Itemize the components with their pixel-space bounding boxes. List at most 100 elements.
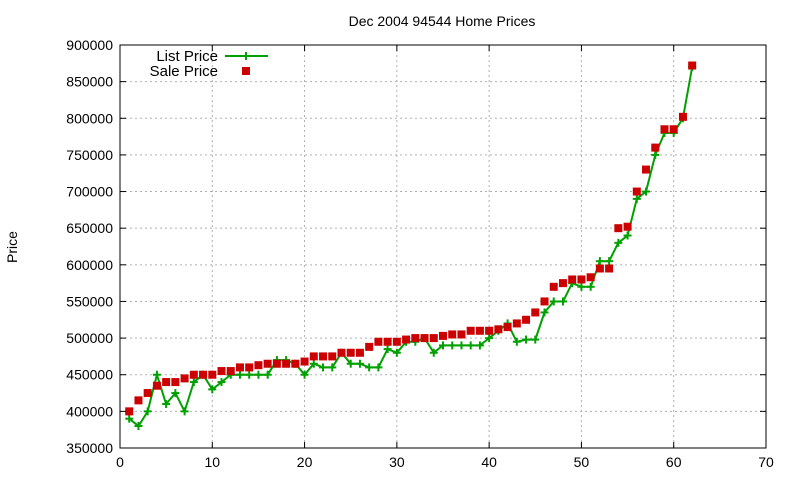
list-price-point <box>614 238 623 247</box>
sale-price-point <box>282 359 291 368</box>
series-layer <box>125 61 697 431</box>
sale-price-point <box>475 326 484 335</box>
list-price-point <box>365 363 374 372</box>
sale-price-point <box>595 264 604 273</box>
sale-price-point <box>402 335 411 344</box>
sale-price-point <box>522 315 531 324</box>
list-price-point <box>485 334 494 343</box>
sale-price-point <box>531 308 540 317</box>
list-price-point <box>512 337 521 346</box>
sale-price-point <box>125 407 134 416</box>
sale-price-point <box>235 363 244 372</box>
sale-price-point <box>540 297 549 306</box>
list-price-point <box>586 282 595 291</box>
list-price-point <box>217 378 226 387</box>
ticks: 0 10 20 30 40 50 60 70 350000 400000 450000 500000 5… <box>66 37 774 470</box>
sale-price-point <box>512 319 521 328</box>
x-tick-label: 70 <box>758 454 774 470</box>
legend-marker-sale-price <box>242 67 250 75</box>
list-price-point <box>235 370 244 379</box>
x-tick-label: 10 <box>204 454 220 470</box>
y-tick-label: 800000 <box>66 110 113 126</box>
list-price-point <box>522 335 531 344</box>
legend-label-list-price: List Price <box>156 48 218 65</box>
list-price-point <box>392 348 401 357</box>
sale-price-point <box>245 363 254 372</box>
sale-price-point <box>485 326 494 335</box>
grid <box>120 45 766 448</box>
x-tick-label: 0 <box>116 454 124 470</box>
sale-price-point <box>660 125 669 134</box>
plot-frame <box>119 44 767 449</box>
list-price-point <box>466 341 475 350</box>
list-price-point <box>475 341 484 350</box>
list-price-point <box>383 345 392 354</box>
sale-price-point <box>614 224 623 233</box>
sale-price-point <box>291 359 300 368</box>
sale-price-point <box>605 264 614 273</box>
sale-price-point <box>577 275 586 284</box>
x-tick-label: 30 <box>389 454 405 470</box>
list-price-point <box>208 385 217 394</box>
sale-price-point <box>494 325 503 334</box>
list-price-point <box>457 341 466 350</box>
sale-price-point <box>162 378 171 387</box>
sale-price-point <box>300 357 309 366</box>
sale-price-point <box>420 334 429 343</box>
list-price-point <box>577 282 586 291</box>
sale-price-point <box>180 374 189 383</box>
list-price-point <box>531 335 540 344</box>
sale-price-point <box>383 337 392 346</box>
y-axis-label: Price <box>4 231 20 263</box>
sale-price-point <box>171 378 180 387</box>
legend-label-sale-price: Sale Price <box>150 63 218 80</box>
list-price-point <box>448 341 457 350</box>
sale-price-point <box>374 337 383 346</box>
sale-price-point <box>337 348 346 357</box>
list-price-point <box>549 297 558 306</box>
sale-price-point <box>189 370 198 379</box>
sale-price-point <box>152 381 161 390</box>
list-price-point <box>605 257 614 266</box>
list-price-point <box>540 308 549 317</box>
sale-price-point <box>392 337 401 346</box>
x-tick-label: 20 <box>297 454 313 470</box>
sale-price-point <box>217 367 226 376</box>
sale-price-point <box>263 359 272 368</box>
list-price-point <box>180 407 189 416</box>
list-price-point <box>189 378 198 387</box>
list-price-point <box>245 370 254 379</box>
list-price-point <box>623 231 632 240</box>
sale-price-point <box>143 389 152 398</box>
sale-price-point <box>642 165 651 174</box>
y-tick-label: 550000 <box>66 293 113 309</box>
legend-marker-list-price <box>242 52 250 60</box>
list-price-point <box>309 359 318 368</box>
sale-price-point <box>632 187 641 196</box>
sale-price-point <box>272 359 281 368</box>
sale-price-point <box>254 361 263 370</box>
list-price-point <box>300 370 309 379</box>
sale-price-point <box>328 352 337 361</box>
x-tick-label: 40 <box>481 454 497 470</box>
y-tick-label: 400000 <box>66 403 113 419</box>
list-price-point <box>558 297 567 306</box>
x-tick-label: 50 <box>574 454 590 470</box>
sale-price-point <box>319 352 328 361</box>
y-tick-label: 500000 <box>66 330 113 346</box>
y-tick-label: 900000 <box>66 37 113 53</box>
sale-price-point <box>678 112 687 121</box>
list-price-point <box>346 359 355 368</box>
sale-price-point <box>365 342 374 351</box>
y-tick-label: 700000 <box>66 184 113 200</box>
sale-price-point <box>226 367 235 376</box>
sale-price-point <box>208 370 217 379</box>
sale-price-point <box>134 396 143 405</box>
list-price-point <box>355 359 364 368</box>
sale-price-point <box>429 334 438 343</box>
y-tick-label: 650000 <box>66 220 113 236</box>
list-price-point <box>632 194 641 203</box>
list-price-point <box>143 407 152 416</box>
list-price-point <box>651 150 660 159</box>
